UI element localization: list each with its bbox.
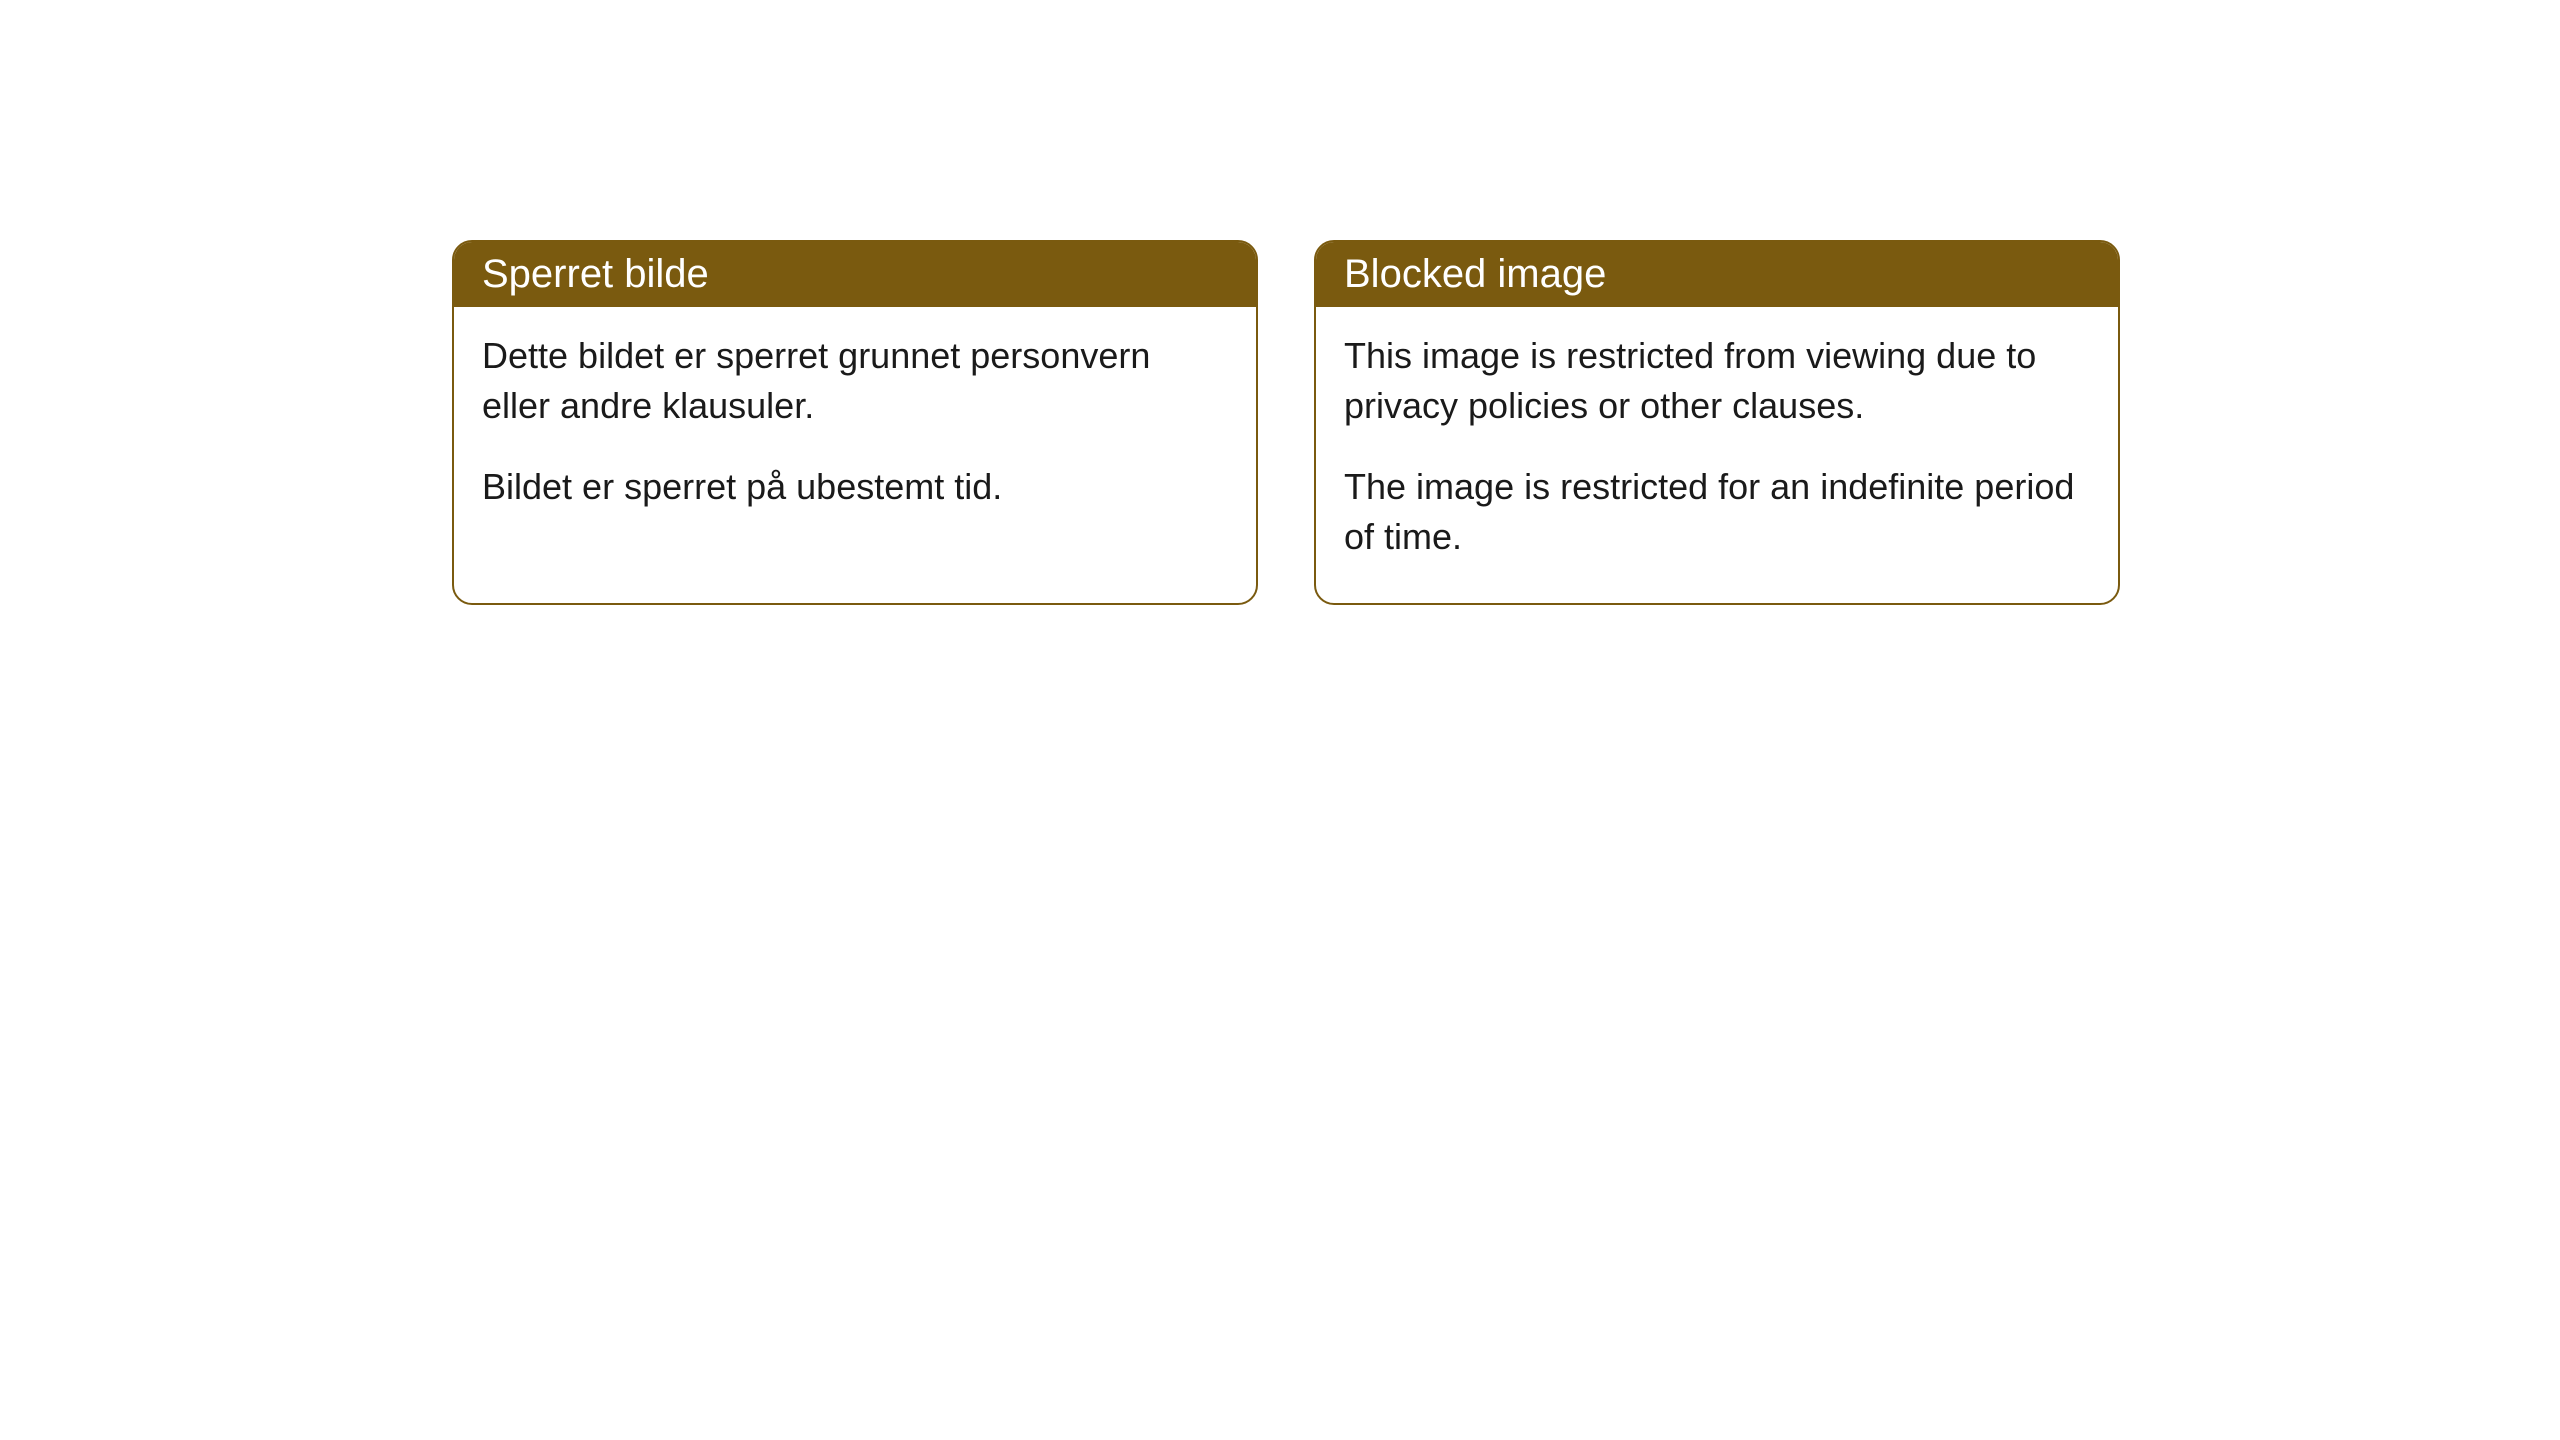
card-body: This image is restricted from viewing du… — [1316, 307, 2118, 603]
notice-card-english: Blocked image This image is restricted f… — [1314, 240, 2120, 605]
card-body: Dette bildet er sperret grunnet personve… — [454, 307, 1256, 552]
notice-cards-container: Sperret bilde Dette bildet er sperret gr… — [452, 240, 2120, 605]
notice-paragraph: The image is restricted for an indefinit… — [1344, 462, 2090, 563]
notice-paragraph: Dette bildet er sperret grunnet personve… — [482, 331, 1228, 432]
card-header: Blocked image — [1316, 242, 2118, 307]
notice-paragraph: Bildet er sperret på ubestemt tid. — [482, 462, 1228, 512]
card-title: Sperret bilde — [482, 252, 709, 296]
notice-card-norwegian: Sperret bilde Dette bildet er sperret gr… — [452, 240, 1258, 605]
card-header: Sperret bilde — [454, 242, 1256, 307]
card-title: Blocked image — [1344, 252, 1606, 296]
notice-paragraph: This image is restricted from viewing du… — [1344, 331, 2090, 432]
